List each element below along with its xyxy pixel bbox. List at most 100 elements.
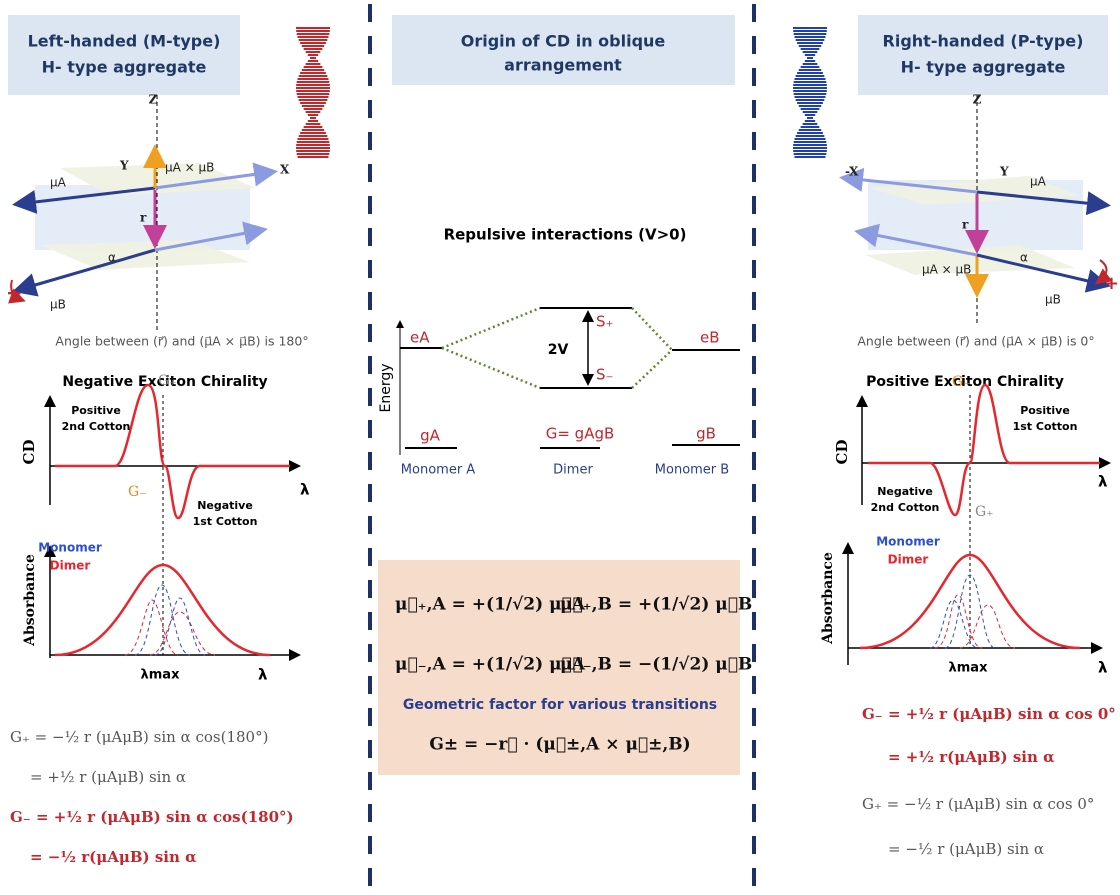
helix-icon [793, 27, 827, 158]
divider-part [368, 164, 372, 182]
divider-part [752, 292, 756, 310]
cd-plot-part [868, 383, 1100, 517]
energy-diagram [396, 306, 740, 455]
divider-part [368, 4, 372, 22]
axis-label: Z [149, 93, 158, 107]
axis-title: CD [833, 440, 851, 465]
divider-part [368, 36, 372, 54]
legend-entry: Monomer [38, 541, 102, 555]
equation: = −½ r (μAμB) sin α [888, 840, 1044, 858]
vector-label: μA [50, 176, 67, 190]
axis-label: X [280, 163, 290, 177]
absorbance-plot [44, 545, 301, 661]
chirality-label: Positive Exciton Chirality [866, 374, 1064, 390]
divider-part [752, 324, 756, 342]
divider-part [368, 452, 372, 470]
absorbance-plot-part [934, 594, 983, 649]
geometry-diagram-part [40, 240, 250, 270]
interaction-label: Repulsive interactions (V>0) [444, 226, 687, 244]
panel-title: H- type aggregate [42, 58, 207, 77]
absorbance-plot-part [124, 599, 179, 656]
right-panel: Right-handed (P-type) H- type aggregate … [793, 15, 1119, 858]
absorbance-plot-part [149, 611, 216, 656]
divider-part [368, 676, 372, 694]
axis-title: λ [258, 666, 268, 684]
level-label: S₋ [596, 366, 613, 384]
panel-title: arrangement [504, 56, 622, 75]
species-label: Monomer A [401, 463, 476, 478]
divider-part [368, 388, 372, 406]
divider-part [368, 836, 372, 854]
geometry-diagram-part [976, 253, 1111, 293]
absorbance-plot-part [929, 599, 979, 649]
divider-part [368, 132, 372, 150]
divider-part [368, 772, 372, 790]
geometry-diagram-part [865, 245, 1075, 275]
panel-title: Left-handed (M-type) [28, 32, 221, 51]
divider-part [752, 36, 756, 54]
absorbance-plot-part [54, 563, 271, 657]
geometry-diagram-part [8, 279, 26, 304]
band-label: 1st Cotton [1013, 420, 1078, 433]
geometry-diagram-part [1094, 259, 1113, 285]
axis-label: Z [973, 93, 982, 107]
equation-box [378, 560, 740, 775]
vector-label: μA × μB [922, 263, 971, 277]
cd-plot-part [55, 383, 290, 520]
equation: G₊ = −½ r (μAμB) sin α cos(180°) [10, 728, 268, 746]
geometry-diagram-part [839, 167, 978, 194]
level-label: G= gAgB [546, 425, 615, 443]
axis-title: λ [1098, 659, 1108, 677]
angle-caption: Angle between (r⃗) and (μ⃗A × μ⃗B) is 18… [55, 334, 308, 349]
rotation-sign: − [6, 281, 23, 305]
divider-part [368, 804, 372, 822]
geometry-diagram-part [154, 221, 268, 252]
angle-label: α [1020, 251, 1028, 265]
chirality-label: Negative Exciton Chirality [62, 374, 267, 390]
divider-part [752, 676, 756, 694]
divider-part [368, 260, 372, 278]
divider-part [368, 196, 372, 214]
divider-part [752, 164, 756, 182]
divider-part [368, 516, 372, 534]
equation: G₋ = +½ r (μAμB) sin α cos(180°) [10, 808, 294, 826]
divider-part [752, 4, 756, 22]
band-label: Negative [197, 499, 253, 512]
geometry-diagram-part [154, 162, 278, 190]
rotation-sign: + [1104, 273, 1119, 294]
divider-part [752, 740, 756, 758]
divider-part [752, 100, 756, 118]
absorbance-plot [842, 542, 1103, 665]
g-label: G₊ [975, 504, 994, 520]
divider-part [752, 644, 756, 662]
panel-title: Right-handed (P-type) [883, 32, 1084, 51]
band-label: Positive [71, 404, 121, 417]
vector-label: μB [1045, 293, 1061, 307]
helix-icon [296, 27, 330, 158]
divider-part [368, 484, 372, 502]
equation: μ⃗₊,A = +(1/√2) μ⃗A [395, 595, 586, 615]
axis-label: Y [119, 159, 129, 173]
title-box [858, 15, 1108, 95]
equation: G₊ = −½ r (μAμB) sin α cos 0° [862, 795, 1094, 813]
divider-part [368, 644, 372, 662]
vector-label: r [140, 211, 147, 225]
divider-part [368, 708, 372, 726]
geometry-diagram [839, 95, 1113, 325]
divider-part [368, 228, 372, 246]
absorbance-plot-part [154, 597, 206, 656]
divider-part [368, 420, 372, 438]
box-heading: Geometric factor for various transitions [403, 697, 717, 713]
absorbance-plot-part [959, 604, 1016, 649]
axis-label: -X [845, 165, 859, 179]
peak-label: λmax [949, 661, 989, 676]
legend-entry: Monomer [876, 535, 940, 549]
divider-part [752, 132, 756, 150]
equation: = +½ r(μAμB) sin α [888, 748, 1055, 766]
divider-part [752, 356, 756, 374]
divider-part [368, 356, 372, 374]
center-panel: Origin of CD in oblique arrangement Repu… [378, 15, 752, 775]
axis-title: Energy [378, 363, 394, 412]
geometry-diagram-part [976, 190, 1111, 216]
